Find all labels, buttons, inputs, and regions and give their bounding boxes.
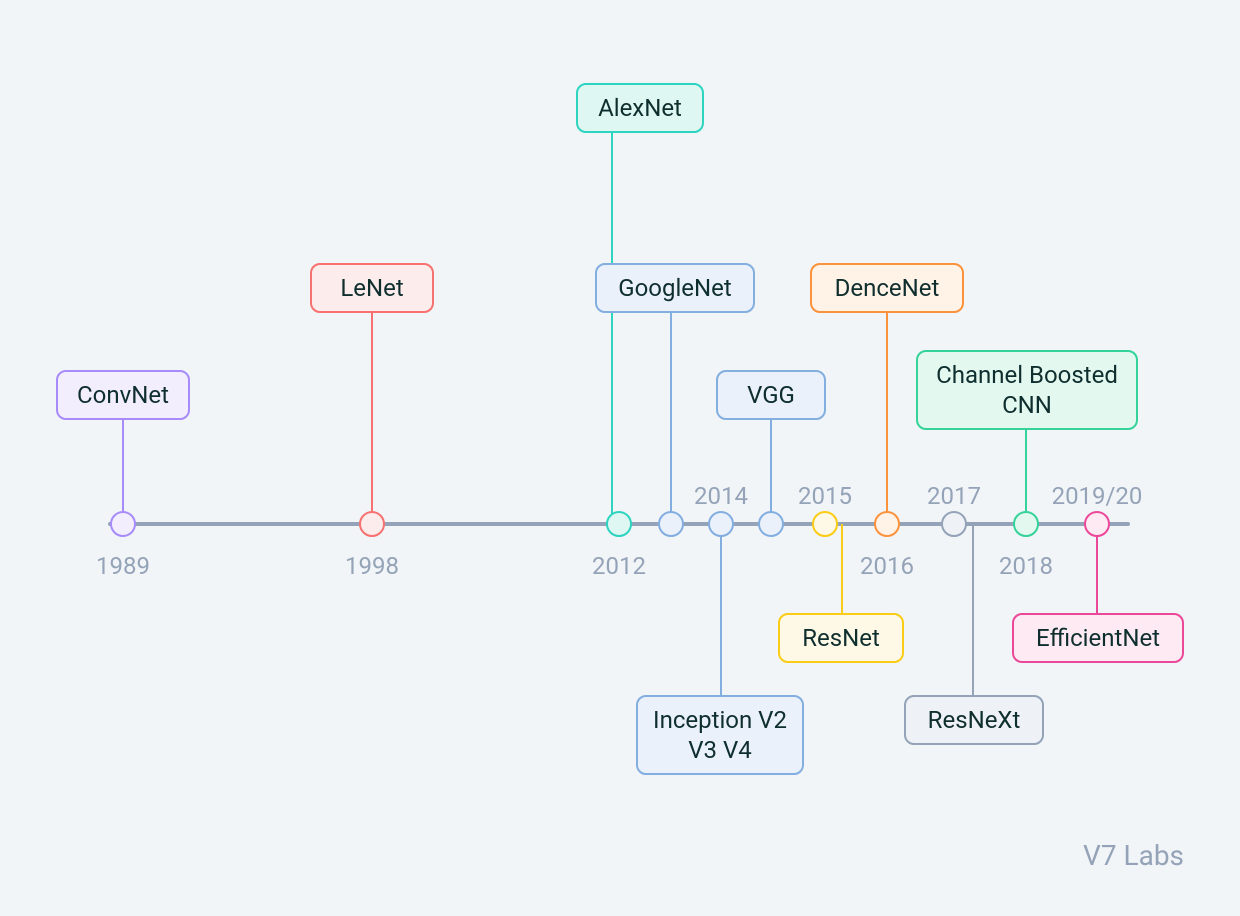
label-text-lenet: LeNet <box>340 273 403 303</box>
dot-inception <box>708 511 734 537</box>
dot-resnet <box>812 511 838 537</box>
stem-channelboosted <box>1025 430 1027 524</box>
year-label-alexnet: 2012 <box>592 552 646 580</box>
stem-inception <box>720 524 722 695</box>
label-text-resnet: ResNet <box>802 623 880 653</box>
stem-lenet <box>371 313 373 524</box>
label-box-convnet: ConvNet <box>56 370 190 420</box>
dot-lenet <box>359 511 385 537</box>
dot-convnet <box>110 511 136 537</box>
label-box-channelboosted: Channel Boosted CNN <box>916 350 1138 430</box>
stem-dencenet <box>886 313 888 524</box>
label-box-lenet: LeNet <box>310 263 434 313</box>
stem-resnet <box>841 524 843 613</box>
dot-alexnet <box>606 511 632 537</box>
year-label-resnet: 2015 <box>798 482 852 510</box>
stem-alexnet <box>611 133 613 524</box>
year-label-lenet: 1998 <box>345 552 399 580</box>
dot-googlenet <box>658 511 684 537</box>
label-box-vgg: VGG <box>716 370 826 420</box>
stem-efficientnet <box>1096 524 1098 613</box>
label-text-channelboosted: Channel Boosted CNN <box>932 360 1122 420</box>
label-box-inception: Inception V2 V3 V4 <box>636 695 804 775</box>
year-label-convnet: 1989 <box>96 552 150 580</box>
stem-vgg <box>770 420 772 524</box>
dot-efficientnet <box>1084 511 1110 537</box>
dot-channelboosted <box>1013 511 1039 537</box>
label-text-vgg: VGG <box>747 380 795 410</box>
label-box-efficientnet: EfficientNet <box>1012 613 1184 663</box>
label-text-googlenet: GoogleNet <box>618 273 731 303</box>
credit-label: V7 Labs <box>1083 839 1184 872</box>
year-label-efficientnet: 2019/20 <box>1052 482 1143 510</box>
label-text-dencenet: DenceNet <box>835 273 940 303</box>
label-text-resnext: ResNeXt <box>928 705 1021 735</box>
year-label-resnext: 2017 <box>927 482 981 510</box>
dot-vgg <box>758 511 784 537</box>
stem-resnext <box>972 524 974 695</box>
label-text-inception: Inception V2 V3 V4 <box>652 705 788 765</box>
stem-googlenet <box>670 313 672 524</box>
year-label-inception: 2014 <box>694 482 748 510</box>
stem-convnet <box>122 420 124 524</box>
label-box-resnext: ResNeXt <box>904 695 1044 745</box>
label-text-alexnet: AlexNet <box>598 93 682 123</box>
label-box-resnet: ResNet <box>778 613 904 663</box>
year-label-channelboosted: 2018 <box>999 552 1053 580</box>
year-label-dencenet: 2016 <box>860 552 914 580</box>
dot-resnext <box>941 511 967 537</box>
label-box-alexnet: AlexNet <box>576 83 704 133</box>
dot-dencenet <box>874 511 900 537</box>
label-box-googlenet: GoogleNet <box>595 263 755 313</box>
label-box-dencenet: DenceNet <box>810 263 964 313</box>
timeline-diagram: ConvNet 1989 LeNet 1998 AlexNet 2012 GoogleNet… <box>0 0 1240 916</box>
label-text-efficientnet: EfficientNet <box>1036 623 1160 653</box>
label-text-convnet: ConvNet <box>77 380 169 410</box>
